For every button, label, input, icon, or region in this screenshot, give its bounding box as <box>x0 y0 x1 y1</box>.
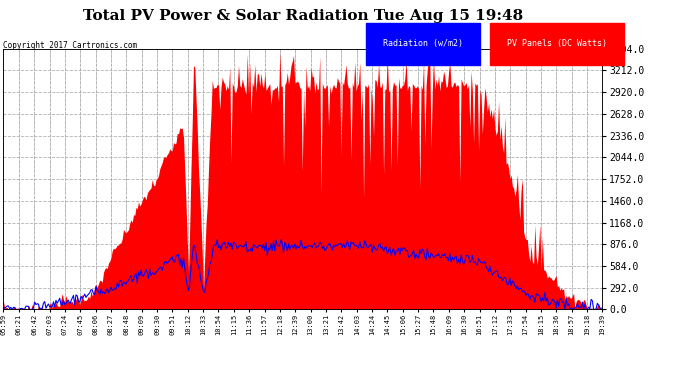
Text: Total PV Power & Solar Radiation Tue Aug 15 19:48: Total PV Power & Solar Radiation Tue Aug… <box>83 9 524 23</box>
Text: PV Panels (DC Watts): PV Panels (DC Watts) <box>507 39 607 48</box>
Text: Radiation (w/m2): Radiation (w/m2) <box>383 39 463 48</box>
Text: Copyright 2017 Cartronics.com: Copyright 2017 Cartronics.com <box>3 41 137 50</box>
